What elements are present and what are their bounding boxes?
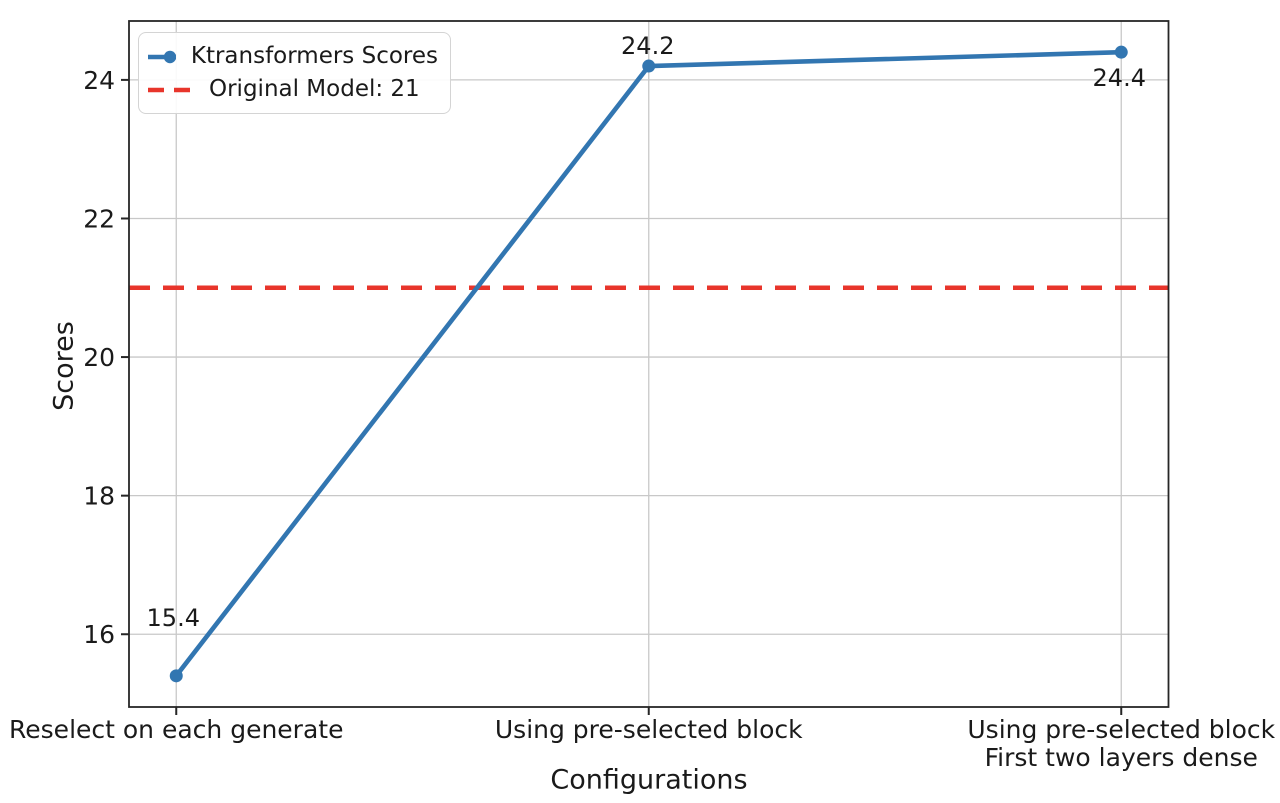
- x-axis-label: Configurations: [550, 764, 748, 796]
- legend-reference-label: Original Model: 21: [209, 76, 420, 102]
- legend-series-label: Ktransformers Scores: [190, 43, 438, 69]
- point-value-label: 24.4: [1093, 64, 1146, 92]
- data-point-marker: [1114, 45, 1128, 59]
- x-tick-label: Using pre-selected block: [495, 715, 803, 744]
- point-value-label: 15.4: [147, 604, 200, 632]
- x-tick-label: Using pre-selected block: [967, 715, 1275, 744]
- y-tick-label: 18: [83, 482, 115, 511]
- legend-row-reference: Original Model: 21: [146, 74, 438, 105]
- x-tick-label: First two layers dense: [985, 743, 1258, 772]
- legend-line-marker-icon: [148, 50, 176, 63]
- legend-row-series: Ktransformers Scores: [146, 41, 438, 72]
- x-tick-label: Reselect on each generate: [9, 715, 343, 744]
- point-value-label: 24.2: [621, 32, 674, 60]
- legend-dashed-line-icon: [148, 87, 192, 92]
- y-tick-label: 24: [83, 66, 115, 95]
- y-axis-label: Scores: [48, 321, 80, 411]
- y-tick-label: 16: [83, 620, 115, 649]
- data-point-marker: [169, 669, 183, 683]
- y-tick-label: 20: [83, 343, 115, 372]
- legend: Ktransformers Scores Original Model: 21: [138, 32, 451, 114]
- data-point-marker: [642, 59, 656, 73]
- y-tick-label: 22: [83, 204, 115, 233]
